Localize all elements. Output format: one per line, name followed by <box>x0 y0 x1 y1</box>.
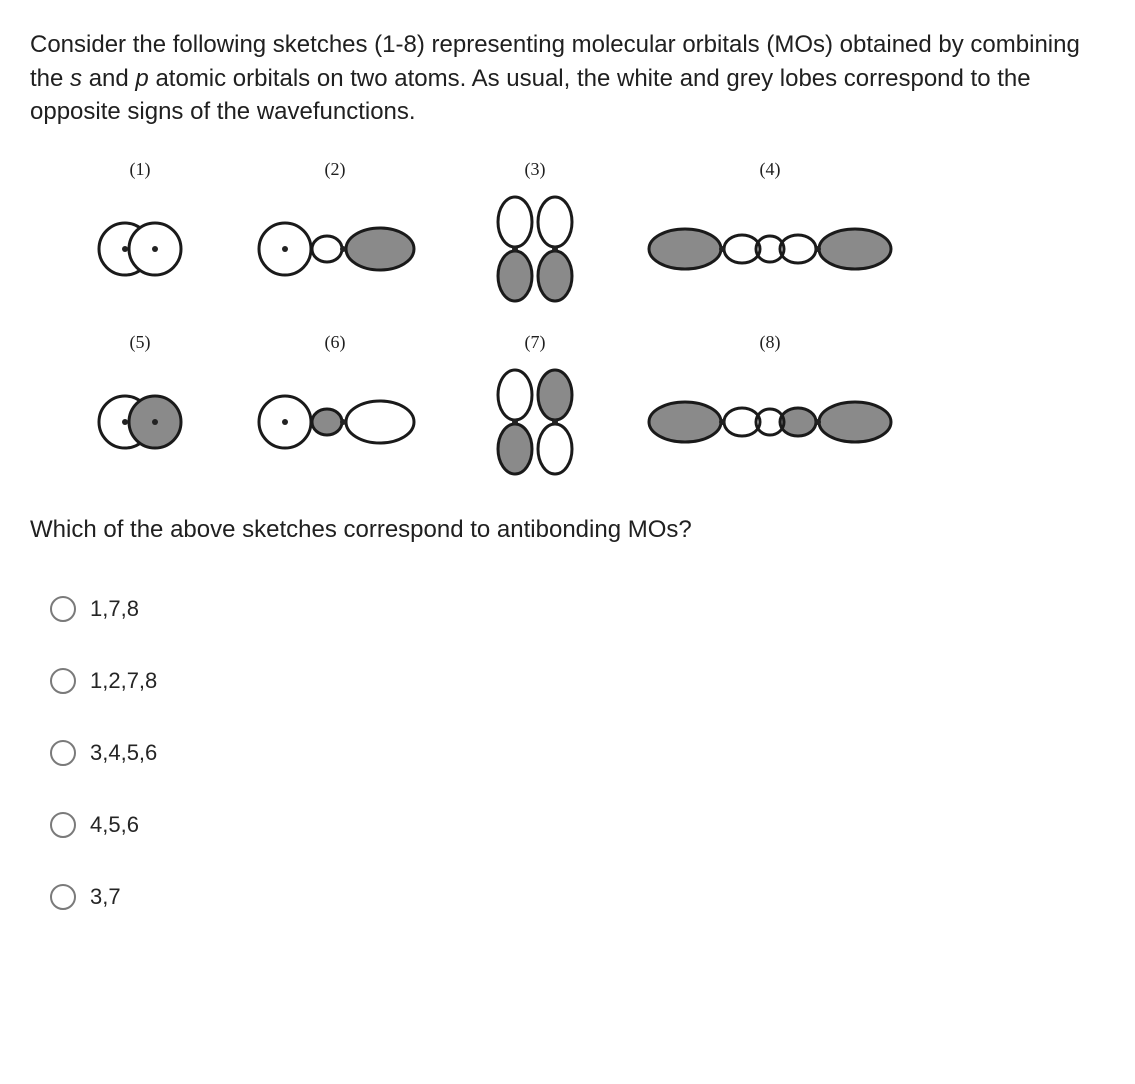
option-label: 1,2,7,8 <box>90 668 157 694</box>
radio-icon <box>50 812 76 838</box>
option-label: 3,4,5,6 <box>90 740 157 766</box>
sketch-5: (5) <box>50 332 230 477</box>
sketch-7: (7) <box>440 332 630 477</box>
radio-icon <box>50 740 76 766</box>
radio-icon <box>50 596 76 622</box>
option-c[interactable]: 3,4,5,6 <box>50 740 1105 766</box>
option-label: 1,7,8 <box>90 596 139 622</box>
sketch-6: (6) <box>240 332 430 477</box>
question-stem: Consider the following sketches (1-8) re… <box>30 28 1105 129</box>
sketch-1: (1) <box>50 159 230 304</box>
radio-icon <box>50 884 76 910</box>
option-a[interactable]: 1,7,8 <box>50 596 1105 622</box>
subquestion: Which of the above sketches correspond t… <box>30 513 1105 547</box>
sketch-4: (4) <box>640 159 900 304</box>
radio-icon <box>50 668 76 694</box>
sketch-2: (2) <box>240 159 430 304</box>
sketches-grid: (1) (2) (3) <box>30 159 1105 477</box>
answer-options: 1,7,8 1,2,7,8 3,4,5,6 4,5,6 3,7 <box>30 596 1105 910</box>
sketch-3: (3) <box>440 159 630 304</box>
sketch-8: (8) <box>640 332 900 477</box>
option-label: 4,5,6 <box>90 812 139 838</box>
option-d[interactable]: 4,5,6 <box>50 812 1105 838</box>
option-label: 3,7 <box>90 884 121 910</box>
option-b[interactable]: 1,2,7,8 <box>50 668 1105 694</box>
option-e[interactable]: 3,7 <box>50 884 1105 910</box>
